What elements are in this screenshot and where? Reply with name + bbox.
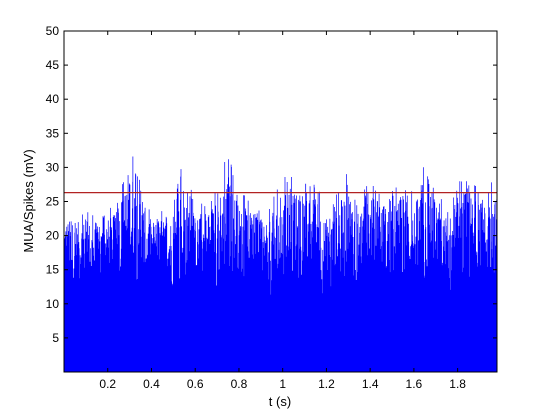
y-tick-label: 50: [46, 24, 60, 38]
x-tick-label: 1.2: [318, 377, 335, 391]
y-tick-label: 25: [46, 195, 60, 209]
x-tick-label: 0.6: [187, 377, 204, 391]
x-tick-label: 1.4: [362, 377, 379, 391]
y-tick-label: 20: [46, 229, 60, 243]
signal-layer: [63, 156, 498, 372]
x-axis-label: t (s): [269, 394, 291, 409]
x-tick-label: 1.6: [406, 377, 423, 391]
x-tick-label: 1.8: [449, 377, 466, 391]
y-tick-label: 40: [46, 92, 60, 106]
y-tick-label: 10: [46, 297, 60, 311]
x-tick-label: 0.4: [143, 377, 160, 391]
y-axis: 5 10 15 20 25 30 35 40 45 50: [46, 24, 497, 345]
x-tick-label: 0.8: [231, 377, 248, 391]
x-axis: 0.2 0.4 0.6 0.8 1 1.2 1.4 1.6 1.8: [99, 31, 466, 391]
y-tick-label: 30: [46, 160, 60, 174]
y-tick-label: 5: [52, 331, 59, 345]
y-tick-label: 15: [46, 263, 60, 277]
x-tick-label: 0.2: [99, 377, 116, 391]
y-tick-label: 45: [46, 58, 60, 72]
y-tick-label: 35: [46, 126, 60, 140]
x-tick-label: 1: [279, 377, 286, 391]
y-axis-label: MUA/Spikes (mV): [21, 149, 36, 252]
